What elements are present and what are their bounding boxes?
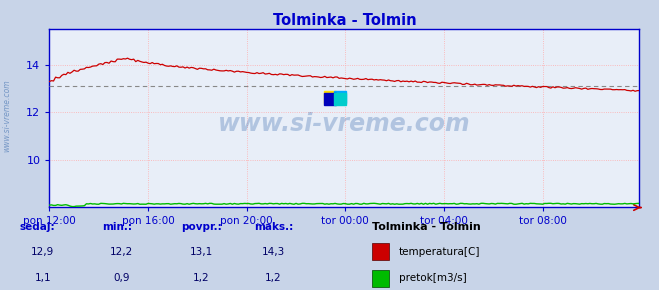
Text: www.si-vreme.com: www.si-vreme.com: [2, 80, 11, 152]
Text: 12,9: 12,9: [31, 246, 55, 257]
Text: 1,2: 1,2: [192, 273, 210, 283]
Text: 12,2: 12,2: [110, 246, 134, 257]
Text: 1,1: 1,1: [34, 273, 51, 283]
Title: Tolminka - Tolmin: Tolminka - Tolmin: [273, 13, 416, 28]
Text: temperatura[C]: temperatura[C]: [399, 246, 480, 257]
Text: sedaj:: sedaj:: [20, 222, 55, 232]
Text: maks.:: maks.:: [254, 222, 293, 232]
Bar: [372, 270, 389, 287]
Text: 1,2: 1,2: [265, 273, 282, 283]
Text: www.si-vreme.com: www.si-vreme.com: [218, 112, 471, 135]
Bar: [372, 243, 389, 260]
Text: povpr.:: povpr.:: [181, 222, 222, 232]
Text: pretok[m3/s]: pretok[m3/s]: [399, 273, 467, 283]
Text: 14,3: 14,3: [262, 246, 285, 257]
Text: 13,1: 13,1: [189, 246, 213, 257]
Text: Tolminka - Tolmin: Tolminka - Tolmin: [372, 222, 481, 232]
Text: min.:: min.:: [102, 222, 132, 232]
Text: 0,9: 0,9: [113, 273, 130, 283]
